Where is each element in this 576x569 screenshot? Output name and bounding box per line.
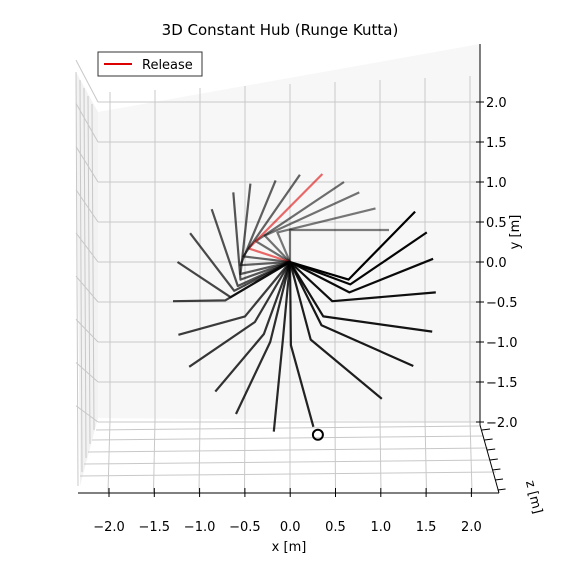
pendulum-line [289, 231, 428, 286]
x-axis-label: x [m] [272, 540, 307, 555]
z-tick-mark [484, 438, 493, 441]
grid-line-depth [87, 447, 489, 453]
grid-line-depth [83, 459, 493, 465]
x-tick-label: −1.5 [139, 520, 171, 535]
x-tick-label: 1.0 [370, 520, 391, 535]
x-tick-label: −1.0 [184, 520, 216, 535]
grid-line-left-depth [87, 95, 91, 445]
grid-line-left-wall [75, 362, 99, 383]
z-tick-mark [489, 458, 498, 461]
z-tick-mark [497, 488, 506, 491]
z-axis-line [479, 424, 500, 494]
y-tick-label: 2.0 [486, 96, 507, 111]
pendulum-line [289, 261, 414, 368]
y-tick-label: 0.0 [486, 256, 507, 271]
grid-line-floor [424, 419, 427, 493]
pendulum-line [272, 261, 292, 432]
left-pane [76, 72, 98, 486]
x-tick-label: 0.5 [325, 520, 346, 535]
grid-line-depth [91, 435, 485, 441]
grid-line-floor [334, 419, 336, 493]
x-tick-label: −0.5 [229, 520, 261, 535]
grid-line-left-wall [75, 232, 99, 263]
z-axis-label: z [m] [522, 479, 545, 515]
pendulum-line [289, 210, 416, 281]
y-tick-label: −1.5 [486, 376, 518, 391]
pendulum-line [235, 261, 292, 415]
chart-title: 3D Constant Hub (Runge Kutta) [162, 21, 399, 39]
y-tick-label: 1.5 [486, 136, 507, 151]
grid-line-left-depth [91, 103, 95, 431]
grid-line-floor [153, 419, 156, 493]
grid-line-floor [107, 419, 111, 493]
y-tick-label: 0.5 [486, 216, 507, 231]
z-tick-mark [481, 428, 491, 431]
grid-line-left-wall [75, 275, 99, 303]
grid-line-floor [379, 419, 382, 493]
pendulum-line [276, 207, 376, 263]
grid-line-floor [198, 419, 201, 493]
y-tick-labels: 2.0 1.5 1.0 0.5 0.0 −0.5 −1.0 −1.5 −2.0 [476, 96, 518, 431]
x-tick-labels: −2.0 −1.5 −1.0 −0.5 0.0 0.5 1.0 1.5 2.0 [93, 488, 482, 535]
grid-line-left-wall [75, 146, 99, 183]
grid-line-left-depth [79, 79, 83, 473]
pendulum-line [288, 261, 383, 400]
legend-release-label: Release [142, 58, 193, 73]
z-tick-mark [494, 478, 504, 481]
grid-line-left-wall [75, 319, 99, 343]
end-marker [311, 428, 324, 441]
x-tick-label: 0.0 [280, 520, 301, 535]
pendulum-line [188, 261, 291, 368]
pendulum-line [178, 261, 291, 336]
y-axis-label: y [m] [508, 215, 523, 250]
pendulum-series [172, 173, 436, 441]
pendulum-line [214, 261, 292, 393]
grid-line-floor [469, 419, 473, 493]
grid-lines [75, 59, 497, 493]
grid-line-left-depth [83, 87, 87, 459]
y-tick-label: −2.0 [486, 416, 518, 431]
legend: Release [97, 51, 203, 77]
x-tick-label: 2.0 [461, 520, 482, 535]
grid-line-depth [95, 425, 481, 431]
grid-line-left-wall [75, 59, 99, 103]
axis-lines [78, 44, 500, 494]
grid-line-left-wall [75, 189, 99, 223]
pendulum-line [289, 261, 433, 333]
grid-line-floor [244, 419, 246, 493]
pendulum-line [289, 261, 436, 303]
x-tick-label: −2.0 [93, 520, 125, 535]
z-tick-mark [487, 448, 496, 451]
pendulum-line [288, 261, 315, 428]
pendulum-line [289, 257, 434, 294]
pendulum-line [232, 192, 291, 281]
grid-line-depth [79, 471, 497, 477]
z-tick-marks [481, 428, 506, 491]
z-tick-mark [492, 468, 501, 471]
pendulum-line [189, 232, 291, 292]
grid-line-left-depth [75, 71, 79, 487]
x-tick-label: 1.5 [416, 520, 437, 535]
y-tick-label: −1.0 [486, 336, 518, 351]
y-tick-label: 1.0 [486, 176, 507, 191]
y-tick-label: −0.5 [486, 296, 518, 311]
pendulum-line [172, 261, 291, 303]
